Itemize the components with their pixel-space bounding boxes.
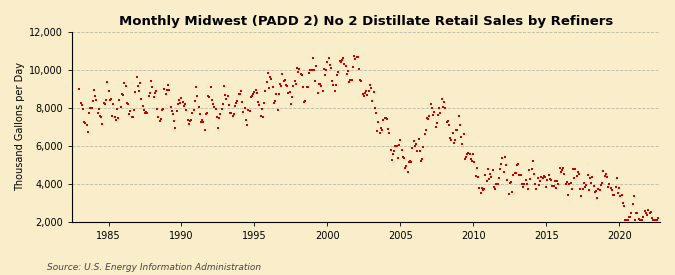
Y-axis label: Thousand Gallons per Day: Thousand Gallons per Day [15, 62, 25, 191]
Text: Source: U.S. Energy Information Administration: Source: U.S. Energy Information Administ… [47, 263, 261, 272]
Title: Monthly Midwest (PADD 2) No 2 Distillate Retail Sales by Refiners: Monthly Midwest (PADD 2) No 2 Distillate… [119, 15, 613, 28]
